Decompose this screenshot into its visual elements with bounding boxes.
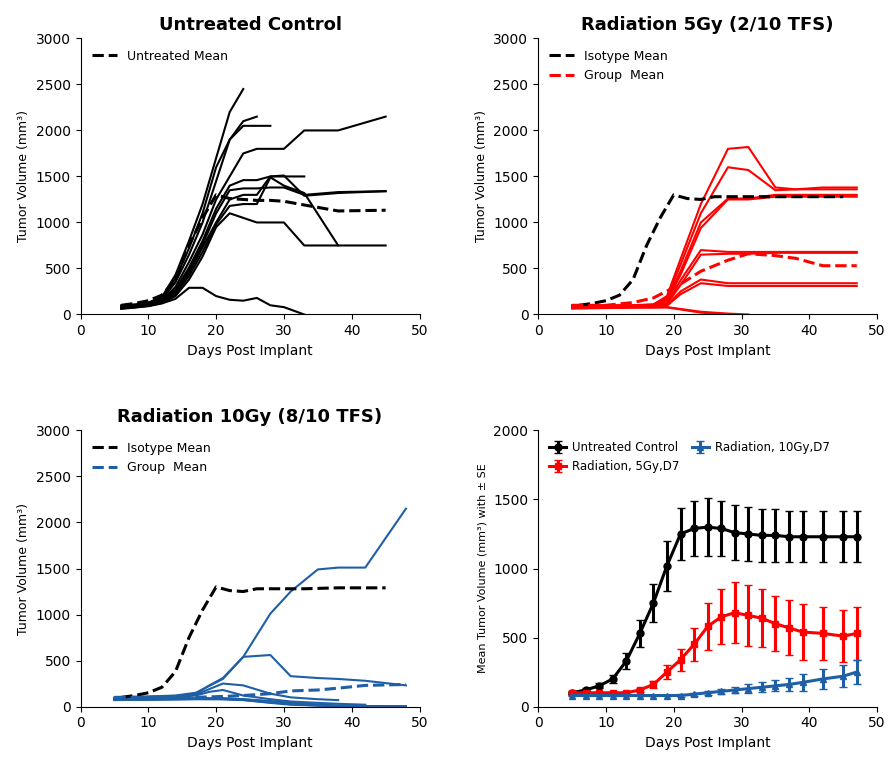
Title: Radiation 5Gy (2/10 TFS): Radiation 5Gy (2/10 TFS) <box>581 16 833 34</box>
Title: Radiation 10Gy (8/10 TFS): Radiation 10Gy (8/10 TFS) <box>117 408 382 426</box>
Y-axis label: Tumor Volume (mm³): Tumor Volume (mm³) <box>17 111 30 243</box>
Y-axis label: Tumor Volume (mm³): Tumor Volume (mm³) <box>474 111 487 243</box>
Y-axis label: Tumor Volume (mm³): Tumor Volume (mm³) <box>17 502 30 634</box>
Title: Untreated Control: Untreated Control <box>158 16 342 34</box>
Legend: Untreated Mean: Untreated Mean <box>87 45 232 68</box>
X-axis label: Days Post Implant: Days Post Implant <box>644 736 770 750</box>
Legend: Untreated Control, Radiation, 5Gy,D7, Radiation, 10Gy,D7: Untreated Control, Radiation, 5Gy,D7, Ra… <box>544 436 834 478</box>
Legend: Isotype Mean, Group  Mean: Isotype Mean, Group Mean <box>544 45 672 87</box>
X-axis label: Days Post Implant: Days Post Implant <box>187 736 313 750</box>
Legend: Isotype Mean, Group  Mean: Isotype Mean, Group Mean <box>87 437 215 479</box>
X-axis label: Days Post Implant: Days Post Implant <box>187 344 313 358</box>
Y-axis label: Mean Tumor Volume (mm³) with ± SE: Mean Tumor Volume (mm³) with ± SE <box>477 464 487 674</box>
X-axis label: Days Post Implant: Days Post Implant <box>644 344 770 358</box>
